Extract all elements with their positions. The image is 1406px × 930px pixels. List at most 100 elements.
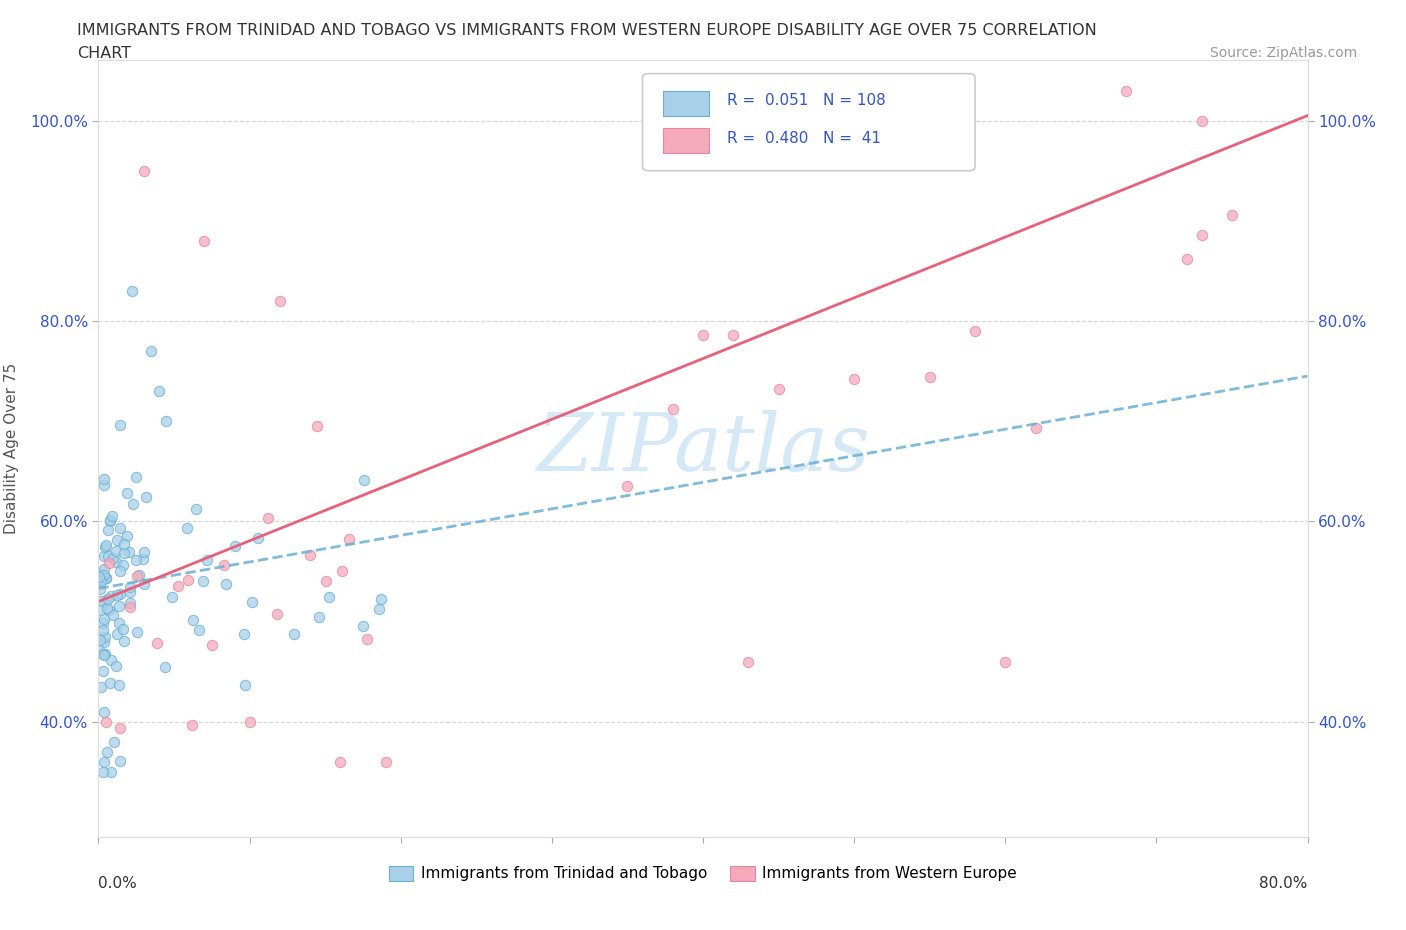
Text: 80.0%: 80.0%: [1260, 876, 1308, 891]
Point: [266, 606, 288, 621]
Text: R =  0.480   N =  41: R = 0.480 N = 41: [727, 130, 882, 146]
Point: [91, 616, 114, 631]
Point: [283, 626, 305, 641]
Point: [94, 714, 117, 729]
Point: [111, 557, 134, 572]
Point: [146, 636, 169, 651]
Point: [108, 599, 131, 614]
Point: [93, 705, 115, 720]
Point: [120, 596, 142, 611]
Point: [127, 625, 149, 640]
Point: [181, 717, 204, 732]
Point: [93, 562, 115, 577]
Point: [100, 588, 122, 603]
Point: [177, 573, 200, 588]
Point: [100, 509, 122, 524]
Point: [692, 327, 714, 342]
Point: [318, 590, 340, 604]
Point: [240, 595, 263, 610]
Point: [127, 568, 149, 583]
Y-axis label: Disability Age Over 75: Disability Age Over 75: [4, 363, 18, 535]
Point: [97, 549, 120, 564]
Point: [108, 616, 131, 631]
Point: [108, 418, 131, 432]
Point: [330, 564, 353, 578]
Point: [91, 573, 114, 588]
Point: [93, 648, 115, 663]
Point: [176, 520, 198, 535]
Point: [100, 653, 122, 668]
Point: [93, 634, 115, 649]
Point: [108, 721, 131, 736]
Point: [141, 343, 163, 358]
Point: [104, 543, 127, 558]
Point: [108, 587, 131, 602]
FancyBboxPatch shape: [664, 90, 709, 115]
Point: [94, 539, 117, 554]
Point: [90, 593, 112, 608]
Point: [337, 531, 360, 546]
Point: [97, 523, 120, 538]
Point: [96, 601, 118, 616]
Point: [108, 678, 131, 693]
Text: IMMIGRANTS FROM TRINIDAD AND TOBAGO VS IMMIGRANTS FROM WESTERN EUROPE DISABILITY: IMMIGRANTS FROM TRINIDAD AND TOBAGO VS I…: [77, 23, 1097, 38]
Text: ZIPatlas: ZIPatlas: [536, 410, 870, 487]
Point: [108, 753, 131, 768]
Point: [93, 630, 115, 644]
Point: [98, 602, 121, 617]
Point: [233, 677, 256, 692]
Point: [112, 537, 135, 551]
Point: [918, 369, 941, 384]
Point: [315, 574, 337, 589]
Point: [201, 638, 224, 653]
Point: [124, 552, 146, 567]
Point: [247, 531, 270, 546]
Point: [112, 622, 135, 637]
Point: [269, 294, 291, 309]
Point: [93, 664, 115, 679]
Point: [121, 284, 143, 299]
Point: [94, 571, 117, 586]
Point: [103, 735, 125, 750]
Point: [188, 623, 211, 638]
Point: [108, 564, 131, 578]
Point: [1115, 83, 1137, 98]
Point: [98, 513, 121, 528]
Point: [90, 679, 112, 694]
Point: [1220, 207, 1243, 222]
Point: [224, 538, 246, 553]
Point: [193, 233, 215, 248]
Point: [101, 551, 124, 565]
Point: [965, 324, 987, 339]
Point: [723, 327, 745, 342]
Point: [104, 658, 127, 673]
Point: [1191, 227, 1213, 242]
Point: [132, 544, 155, 559]
Point: [374, 754, 396, 769]
Point: [844, 371, 866, 386]
Point: [89, 566, 111, 581]
Point: [96, 744, 118, 759]
Point: [120, 584, 142, 599]
Point: [356, 631, 378, 646]
Point: [135, 490, 157, 505]
FancyBboxPatch shape: [643, 73, 976, 171]
Point: [93, 567, 115, 582]
Point: [148, 384, 170, 399]
Point: [128, 567, 150, 582]
Point: [191, 574, 214, 589]
Point: [98, 556, 121, 571]
Point: [108, 521, 131, 536]
Point: [96, 591, 118, 606]
Point: [100, 764, 122, 779]
Point: [112, 633, 135, 648]
Point: [195, 552, 218, 567]
Point: [768, 381, 790, 396]
FancyBboxPatch shape: [664, 127, 709, 153]
Point: [132, 164, 155, 179]
Point: [307, 418, 329, 433]
Point: [93, 622, 115, 637]
Point: [89, 603, 111, 618]
Point: [257, 511, 280, 525]
Point: [117, 545, 139, 560]
